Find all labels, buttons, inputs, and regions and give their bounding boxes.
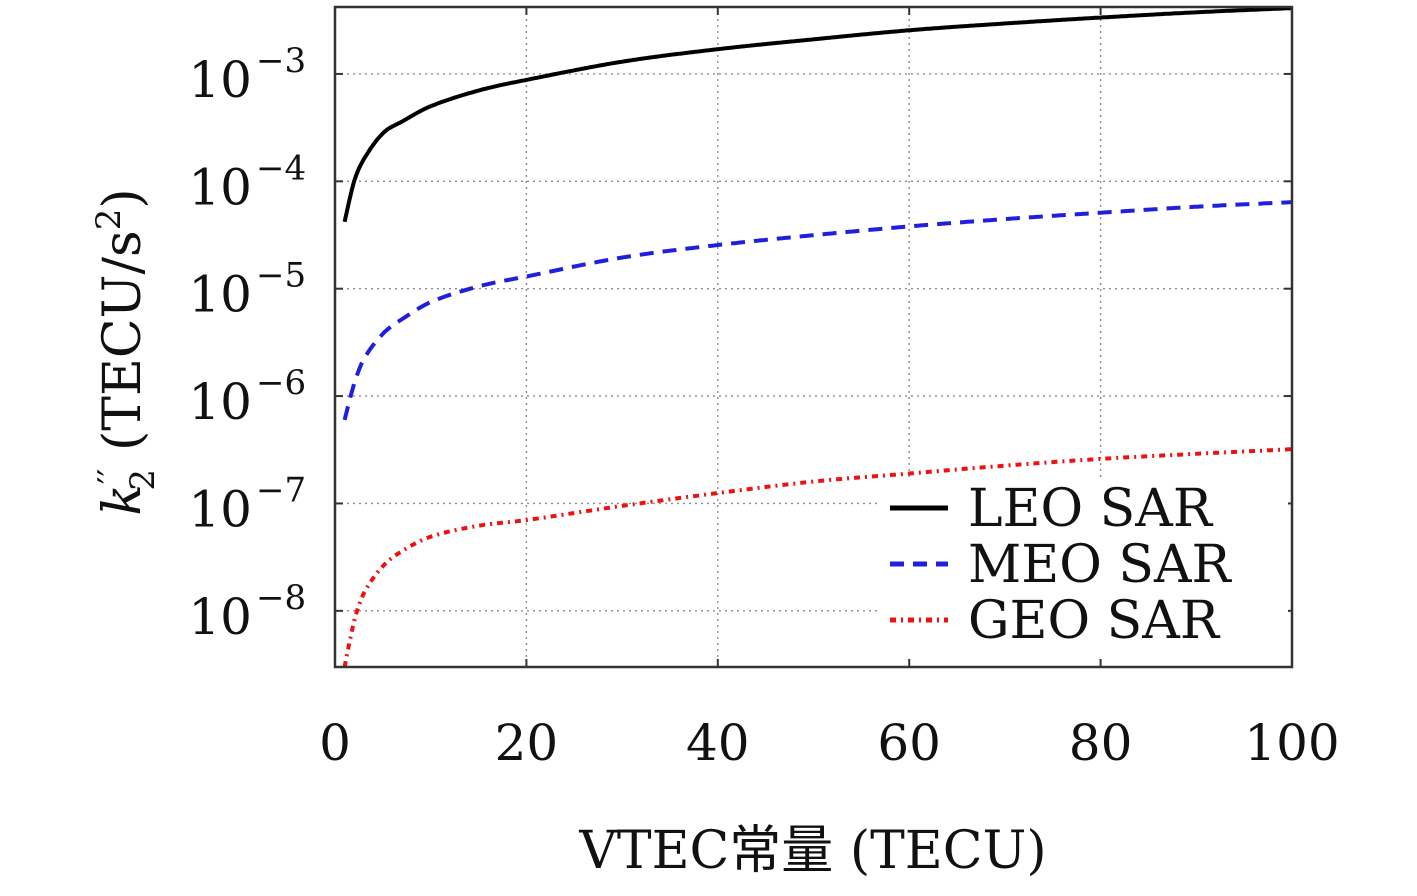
y-tick-exponent: −5 — [256, 256, 306, 296]
grid — [335, 7, 1292, 667]
legend-label: GEO SAR — [968, 591, 1221, 651]
y-tick-exponent: −3 — [256, 41, 306, 81]
y-axis-unit: (TECU/s — [93, 230, 153, 451]
x-tick-label: 0 — [319, 714, 351, 772]
y-axis-symbol: k — [93, 484, 153, 516]
y-axis-subscript: 2 — [123, 469, 163, 491]
series-line-leo-sar — [342, 6, 1293, 223]
x-tick-label: 80 — [1069, 714, 1133, 772]
y-tick-exponent: −4 — [256, 148, 306, 188]
y-tick-label: 10 — [188, 266, 252, 324]
y-axis-prime: ′′ — [91, 469, 131, 484]
y-axis-unit-sup: 2 — [89, 209, 129, 231]
legend-label: LEO SAR — [968, 479, 1214, 539]
legend-label: MEO SAR — [968, 535, 1233, 595]
y-tick-label: 10 — [188, 158, 252, 216]
series-line-geo-sar — [342, 447, 1293, 668]
x-tick-label: 60 — [877, 714, 941, 772]
y-tick-exponent: −7 — [256, 470, 306, 510]
y-tick-label: 10 — [188, 373, 252, 431]
y-tick-exponent: −8 — [256, 578, 306, 618]
y-tick-exponent: −6 — [256, 363, 306, 403]
series-line-meo-sar — [342, 200, 1293, 421]
x-tick-label: 100 — [1244, 714, 1339, 772]
y-tick-label: 10 — [188, 51, 252, 109]
y-tick-label: 10 — [188, 480, 252, 538]
y-tick-label: 10 — [188, 588, 252, 646]
plot-frame — [333, 5, 1294, 669]
x-axis-label: VTEC常量 (TECU) — [578, 821, 1046, 881]
x-tick-label: 20 — [495, 714, 559, 772]
y-axis-label: k′′2(TECU/s2) — [89, 188, 163, 515]
series-layer — [342, 6, 1293, 668]
x-tick-label: 40 — [686, 714, 750, 772]
y-axis-unit-close: ) — [93, 188, 153, 208]
